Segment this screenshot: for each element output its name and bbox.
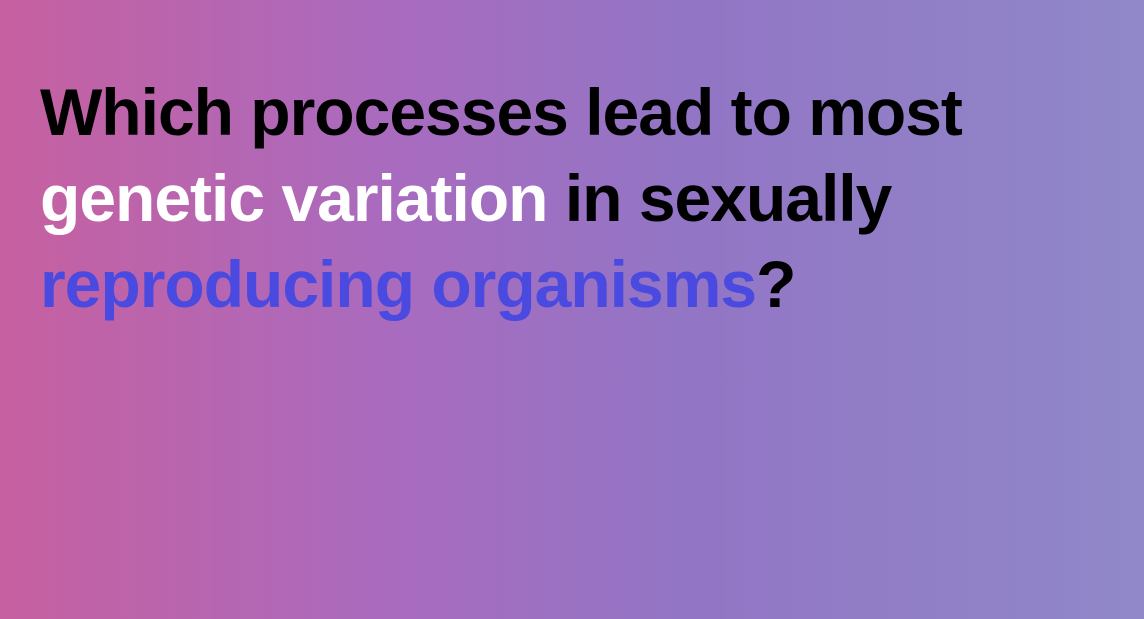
question-segment-3-highlight-blue: reproducing organisms [40,247,756,321]
question-segment-0: Which processes lead to most [40,75,962,149]
question-segment-1-highlight-white: genetic variation [40,161,548,235]
question-segment-2: in sexually [548,161,892,235]
question-segment-4: ? [756,247,795,321]
question-text: Which processes lead to most genetic var… [0,0,1144,327]
